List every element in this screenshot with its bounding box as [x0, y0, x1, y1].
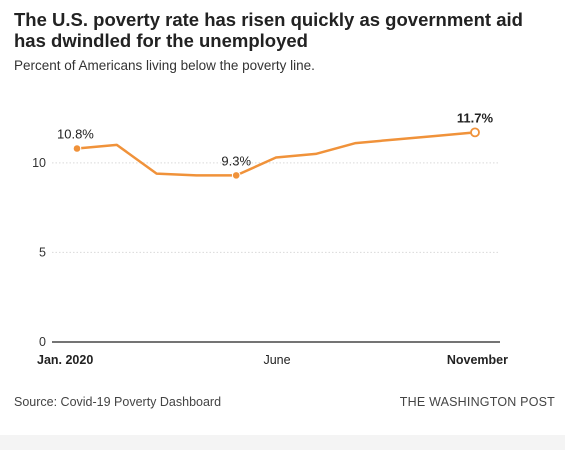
- data-point-marker: [470, 127, 480, 138]
- data-label: 11.7%: [457, 110, 494, 125]
- source-note: Source: Covid-19 Poverty Dashboard: [14, 395, 222, 409]
- bottom-strip: [0, 435, 565, 450]
- publisher-credit: THE WASHINGTON POST: [399, 395, 555, 409]
- x-tick-label: November: [447, 353, 508, 367]
- y-tick-label: 5: [39, 245, 46, 259]
- x-tick-label: June: [263, 353, 290, 367]
- data-point-marker: [231, 171, 241, 180]
- data-label: 9.3%: [221, 153, 251, 168]
- x-tick-label: Jan. 2020: [37, 353, 93, 367]
- y-tick-label: 10: [32, 156, 46, 170]
- chart-subtitle: Percent of Americans living below the po…: [14, 58, 315, 73]
- series-line: [75, 131, 477, 177]
- y-tick-label: 0: [39, 335, 46, 349]
- data-point-marker: [72, 144, 82, 153]
- chart-title: The U.S. poverty rate has risen quickly …: [14, 9, 523, 51]
- data-label: 10.8%: [57, 127, 94, 142]
